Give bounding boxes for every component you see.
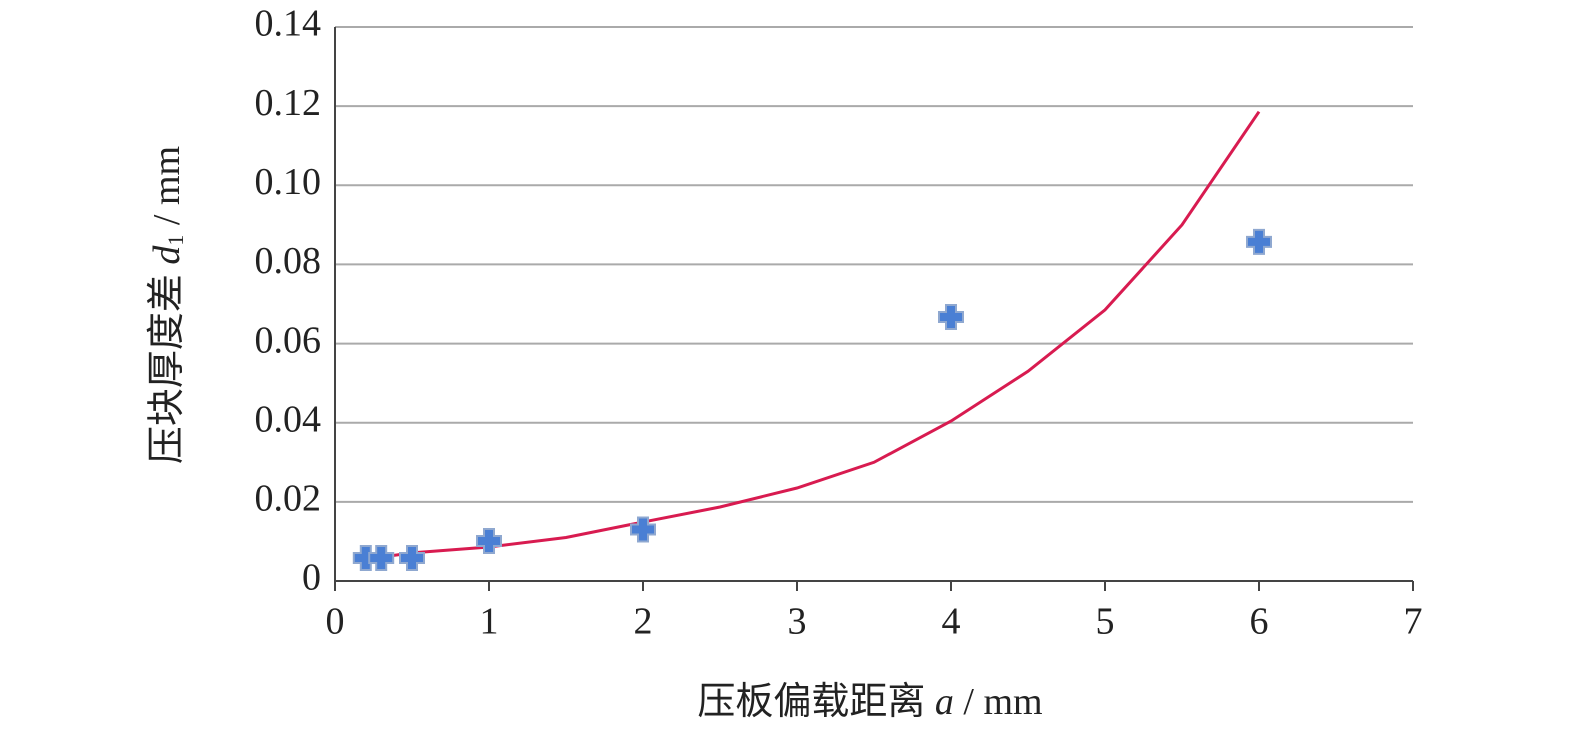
y-label-sub: 1: [163, 235, 188, 246]
data-point: [368, 545, 395, 572]
y-label-unit: / mm: [146, 146, 188, 225]
y-tick-label: 0.08: [255, 240, 322, 282]
data-point: [399, 545, 425, 572]
x-tick-label: 6: [1250, 601, 1269, 643]
data-point: [938, 304, 964, 331]
x-label-unit: / mm: [963, 681, 1042, 723]
data-point: [1246, 228, 1272, 255]
x-tick-label: 0: [326, 601, 345, 643]
y-tick-label: 0: [302, 557, 321, 599]
x-label-text: 压板偏载距离: [697, 681, 925, 723]
y-tick-label: 0.10: [255, 161, 322, 203]
x-tick-label: 7: [1404, 601, 1423, 643]
y-tick-label: 0.02: [255, 478, 322, 520]
y-label-text: 压块厚度差: [146, 274, 188, 464]
x-tick-label: 3: [788, 601, 807, 643]
data-point: [630, 516, 656, 543]
y-tick-label: 0.04: [255, 398, 322, 440]
y-tick-label: 0.12: [255, 82, 322, 124]
x-tick-label: 4: [942, 601, 961, 643]
x-axis-label: 压板偏载距离 a / mm: [697, 681, 1042, 723]
x-tick-label: 5: [1096, 601, 1115, 643]
y-tick-label: 0.14: [255, 3, 322, 45]
data-point: [476, 528, 502, 555]
x-label-var: a: [935, 681, 954, 723]
y-label-var: d: [146, 245, 188, 265]
y-tick-label: 0.06: [255, 319, 322, 361]
x-tick-label: 2: [634, 601, 653, 643]
y-axis-label: 压块厚度差 d1 / mm: [146, 146, 196, 464]
fit-curve: [365, 110, 1261, 561]
x-tick-label: 1: [480, 601, 499, 643]
